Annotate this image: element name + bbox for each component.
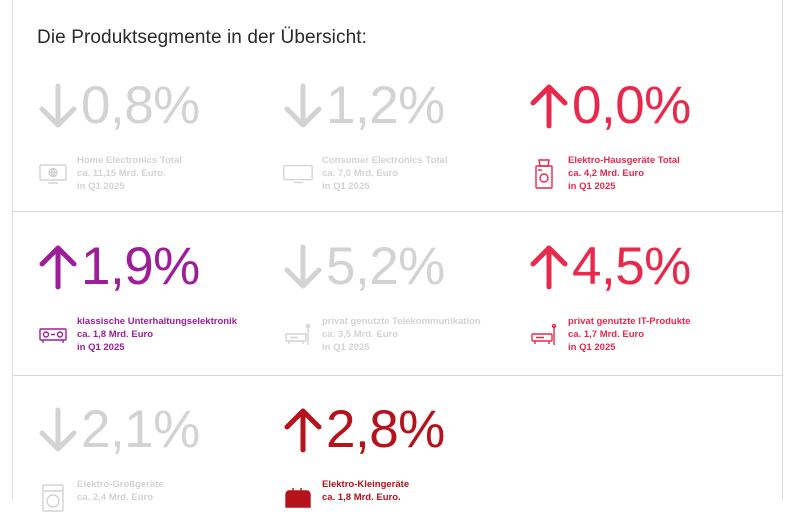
segment-amount: ca. 4,2 Mrd. Euro — [568, 168, 645, 179]
arrow-up-icon — [39, 245, 77, 290]
change-percentage: 1,9% — [81, 237, 200, 296]
segment-amount: ca. 1,8 Mrd. Euro — [77, 329, 154, 340]
segment-period: in Q1 2025 — [568, 342, 616, 353]
change-indicator: 1,2% — [282, 73, 445, 139]
segment-period: in Q1 2025 — [77, 342, 125, 353]
router-icon — [528, 318, 560, 352]
change-indicator: 0,8% — [37, 73, 200, 139]
arrow-down-icon — [39, 407, 77, 452]
segment-description: privat genutzte Telekommunikation ca. 3,… — [322, 315, 481, 354]
change-percentage: 2,1% — [81, 400, 200, 459]
segment-period: in Q1 2025 — [77, 181, 125, 192]
row-divider — [12, 375, 783, 376]
arrow-down-icon — [284, 244, 322, 289]
arrow-up-icon — [284, 408, 322, 453]
segment-name: Elektro-Großgeräte — [77, 479, 164, 490]
section-heading: Die Produktsegmente in der Übersicht: — [37, 27, 368, 48]
segment-consumer-electronics-total: 1,2% Consumer Electronics Total ca. 7,0 … — [282, 73, 522, 193]
tv-icon — [282, 157, 314, 191]
segment-description: klassische Unterhaltungselektronik ca. 1… — [77, 315, 237, 354]
change-percentage: 4,5% — [572, 237, 691, 296]
segment-name: Consumer Electronics Total — [322, 155, 448, 166]
segment-privat-genutzte-telekommunikation: 5,2% privat genutzte Telekommunikation c… — [282, 234, 522, 354]
arrow-down-icon — [284, 83, 322, 128]
segment-amount: ca. 3,5 Mrd. Euro — [322, 329, 399, 340]
washing-machine-icon — [37, 481, 69, 515]
monitor-globe-icon — [37, 157, 69, 191]
segment-name: privat genutzte Telekommunikation — [322, 316, 481, 327]
segment-klassische-unterhaltungselektronik: 1,9% klassische Unterhaltungselektronik … — [37, 234, 277, 354]
segment-elektro-grossgeraete: 2,1% Elektro-Großgeräte ca. 2,4 Mrd. Eur… — [37, 397, 277, 517]
segment-name: Elektro-Hausgeräte Total — [568, 155, 680, 166]
segment-description: Elektro-Kleingeräte ca. 1,8 Mrd. Euro. — [322, 478, 409, 504]
segment-name: privat genutzte IT-Produkte — [568, 316, 691, 327]
segment-elektro-kleingeraete: 2,8% Elektro-Kleingeräte ca. 1,8 Mrd. Eu… — [282, 397, 522, 517]
change-percentage: 1,2% — [326, 76, 445, 135]
segment-name: klassische Unterhaltungselektronik — [77, 316, 237, 327]
segment-amount: ca. 11,15 Mrd. Euro. — [77, 168, 166, 179]
change-percentage: 0,8% — [81, 76, 200, 135]
change-percentage: 0,0% — [572, 76, 691, 135]
speaker-icon — [37, 318, 69, 352]
segment-amount: ca. 1,8 Mrd. Euro. — [322, 492, 401, 503]
change-indicator: 4,5% — [528, 234, 691, 300]
change-percentage: 5,2% — [326, 237, 445, 296]
segment-amount: ca. 1,7 Mrd. Euro — [568, 329, 645, 340]
content-frame — [12, 0, 783, 500]
change-indicator: 1,9% — [37, 234, 200, 300]
toaster-icon — [282, 481, 314, 515]
segment-description: Consumer Electronics Total ca. 7,0 Mrd. … — [322, 154, 447, 193]
arrow-up-icon — [530, 245, 568, 290]
segment-name: Elektro-Kleingeräte — [322, 479, 410, 490]
segment-description: Elektro-Großgeräte ca. 2,4 Mrd. Euro — [77, 478, 164, 504]
segment-amount: ca. 2,4 Mrd. Euro — [77, 492, 154, 503]
segment-home-electronics-total: 0,8% Home Electronics Total ca. 11,15 Mr… — [37, 73, 277, 193]
coffee-machine-icon — [528, 157, 560, 191]
router-icon — [282, 318, 314, 352]
change-indicator: 2,1% — [37, 397, 200, 463]
change-indicator: 0,0% — [528, 73, 691, 139]
segment-elektro-hausgeraete-total: 0,0% Elektro-Hausgeräte Total ca. 4,2 Mr… — [528, 73, 768, 193]
segment-amount: ca. 7,0 Mrd. Euro — [322, 168, 399, 179]
segment-description: Elektro-Hausgeräte Total ca. 4,2 Mrd. Eu… — [568, 154, 680, 193]
change-percentage: 2,8% — [326, 400, 445, 459]
segment-description: privat genutzte IT-Produkte ca. 1,7 Mrd.… — [568, 315, 690, 354]
segment-description: Home Electronics Total ca. 11,15 Mrd. Eu… — [77, 154, 182, 193]
row-divider — [12, 211, 783, 212]
arrow-up-icon — [530, 84, 568, 129]
segment-name: Home Electronics Total — [77, 155, 182, 166]
segment-period: in Q1 2025 — [568, 181, 616, 192]
arrow-down-icon — [39, 83, 77, 128]
segment-period: in Q1 2025 — [322, 181, 370, 192]
segment-privat-genutzte-it-produkte: 4,5% privat genutzte IT-Produkte ca. 1,7… — [528, 234, 768, 354]
change-indicator: 5,2% — [282, 234, 445, 300]
segment-period: in Q1 2025 — [322, 342, 370, 353]
change-indicator: 2,8% — [282, 397, 445, 463]
